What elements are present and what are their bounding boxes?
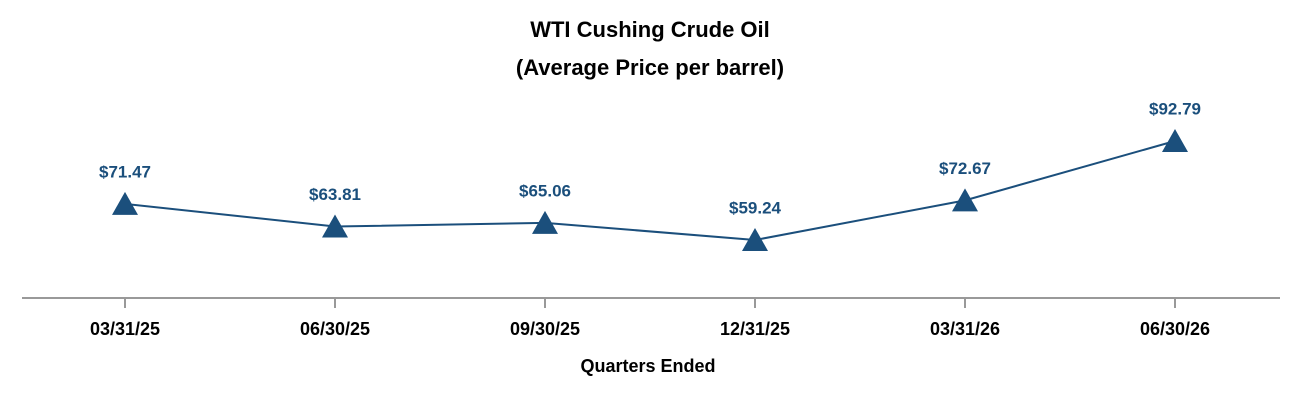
value-label: $71.47	[99, 162, 151, 181]
line	[124, 140, 1176, 242]
marker	[112, 191, 138, 215]
marker	[1162, 129, 1188, 152]
marker	[532, 210, 558, 234]
x-tick-label: 06/30/26	[1140, 319, 1210, 339]
x-axis-label: Quarters Ended	[580, 356, 715, 376]
marker	[742, 228, 768, 251]
value-label: $59.24	[729, 198, 782, 217]
x-tick-label: 12/31/25	[720, 319, 790, 339]
value-label: $65.06	[519, 181, 571, 200]
value-label: $72.67	[939, 159, 991, 178]
x-tick-label: 09/30/25	[510, 319, 580, 339]
x-tick-label: 03/31/26	[930, 319, 1000, 339]
marker	[322, 214, 348, 238]
x-tick-label: 06/30/25	[300, 319, 370, 339]
value-label: $92.79	[1149, 99, 1201, 118]
chart-subtitle: (Average Price per barrel)	[516, 55, 784, 80]
marker	[952, 188, 978, 212]
chart-title: WTI Cushing Crude Oil	[530, 17, 770, 42]
x-tick-label: 03/31/25	[90, 319, 160, 339]
value-label: $63.81	[309, 185, 361, 204]
